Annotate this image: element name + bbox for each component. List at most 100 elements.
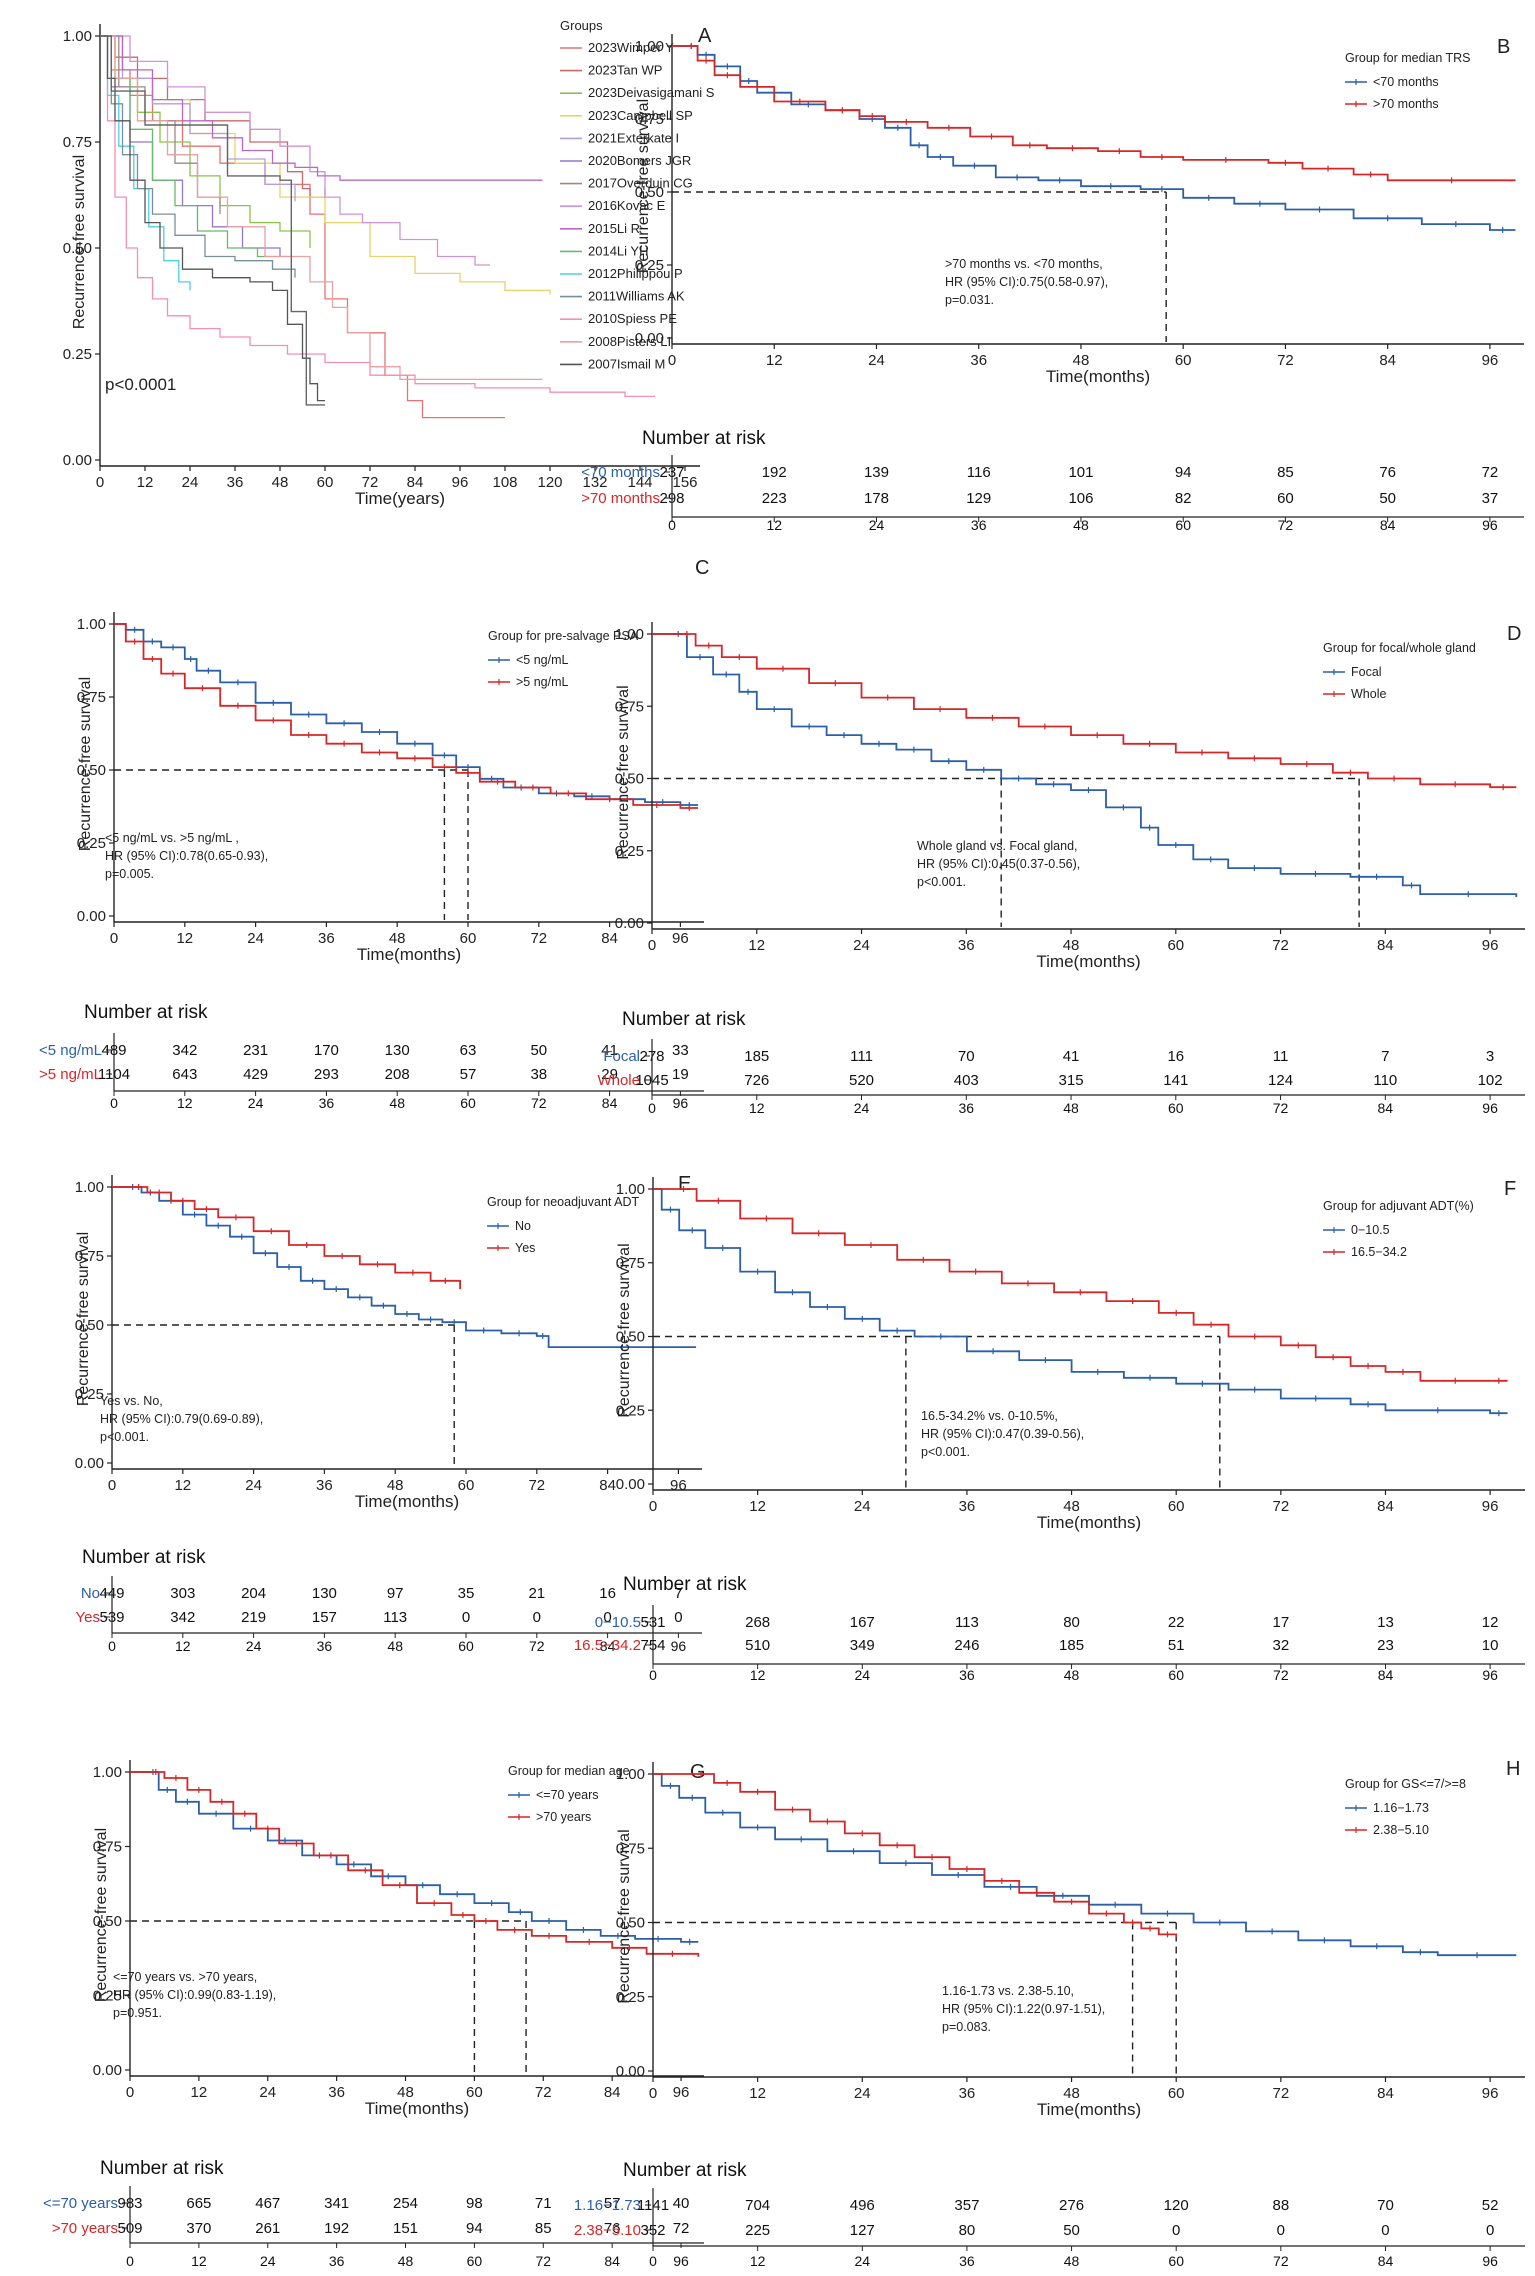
x-tick-label: 24 <box>182 474 199 491</box>
risk-value: 102 <box>1478 1072 1503 1089</box>
survival-curve--5-ng-ml <box>114 623 699 809</box>
survival-curve-whole <box>652 633 1517 789</box>
risk-table-tick-label: 60 <box>458 1638 474 1654</box>
risk-table-tick-label: 96 <box>673 1095 689 1111</box>
y-axis-label: Recurrence-free survival <box>77 677 94 851</box>
risk-value: 254 <box>393 2195 418 2212</box>
x-tick-label: 72 <box>362 474 379 491</box>
risk-table-tick-label: 0 <box>649 2253 657 2269</box>
panel-letter: E <box>678 1173 691 1195</box>
survival-curve-2010spiess-pe <box>100 35 655 398</box>
risk-value: 225 <box>745 2222 770 2239</box>
legend-label: No <box>515 1219 531 1233</box>
panel-e: 0.00 0.25 0.50 0.75 1.00 0 12 24 36 48 60 72 84 96 Tim… <box>75 1173 702 1654</box>
risk-table-tick-label: 84 <box>600 1638 616 1654</box>
hr-annotation-line: HR (95% CI):1.22(0.97-1.51), <box>942 2002 1105 2016</box>
risk-value: 16 <box>1167 1048 1184 1065</box>
risk-value: 60 <box>1277 490 1294 507</box>
risk-table-tick-label: 48 <box>398 2253 414 2269</box>
legend-label: 2012Philippou P <box>588 266 683 281</box>
x-tick-label: 0 <box>648 937 656 954</box>
x-axis-label: Time(months) <box>1046 367 1150 386</box>
risk-value: 38 <box>530 1066 547 1083</box>
risk-table-tick-label: 48 <box>1073 517 1089 533</box>
y-tick-label: 0.75 <box>616 1255 645 1272</box>
x-axis-label: Time(months) <box>1037 1513 1141 1532</box>
risk-table-tick-label: 24 <box>869 517 885 533</box>
risk-value: 113 <box>955 1614 979 1631</box>
legend-label: 2023Campbell SP <box>588 108 693 123</box>
panel-h: 0.00 0.25 0.50 0.75 1.00 0 12 24 36 48 60 72 84 96 Tim… <box>574 1758 1525 2269</box>
risk-value: 71 <box>535 2195 552 2212</box>
legend-label: 0−10.5 <box>1351 1223 1390 1237</box>
risk-value: 342 <box>172 1042 197 1059</box>
risk-value: 52 <box>1482 2197 1499 2214</box>
risk-row-label: >70 years <box>52 2220 118 2237</box>
risk-table-tick-label: 84 <box>1378 1100 1394 1116</box>
risk-value: 268 <box>745 1614 770 1631</box>
x-tick-label: 132 <box>582 474 607 491</box>
legend-title: Group for median age <box>508 1764 630 1778</box>
x-tick-label: 36 <box>316 1477 333 1494</box>
hr-annotation-line: <5 ng/mL vs. >5 ng/mL , <box>105 831 239 845</box>
x-tick-label: 48 <box>389 930 406 947</box>
x-tick-label: 36 <box>959 1498 976 1515</box>
risk-value: 72 <box>673 2220 690 2237</box>
y-tick-label: 0.50 <box>635 184 664 201</box>
y-tick-label: 0.00 <box>93 2062 122 2079</box>
panel-d: 0.00 0.25 0.50 0.75 1.00 0 12 24 36 48 60 72 84 96 Tim… <box>597 622 1525 1116</box>
risk-table-tick-label: 0 <box>649 1667 657 1683</box>
risk-table-tick-label: 0 <box>108 1638 116 1654</box>
risk-row-label: 16.5−34.2 <box>574 1637 641 1654</box>
hr-annotation: Yes vs. No, HR (95% CI):0.79(0.69-0.89), p… <box>100 1394 263 1444</box>
risk-value: 113 <box>383 1609 407 1626</box>
risk-table-title: Number at risk <box>100 2158 224 2179</box>
risk-table-tick-label: 60 <box>467 2253 483 2269</box>
legend-label: 2.38−5.10 <box>1373 1823 1429 1837</box>
risk-table-tick-label: 72 <box>1273 1667 1289 1683</box>
x-tick-label: 24 <box>853 937 870 954</box>
risk-table-tick-label: 36 <box>958 1100 974 1116</box>
panel-letter: H <box>1506 1758 1520 1780</box>
hr-annotation-line: p<0.001. <box>917 875 966 889</box>
risk-value: 0 <box>1172 2222 1180 2239</box>
x-tick-label: 24 <box>854 2085 871 2102</box>
risk-value: 0 <box>603 1609 611 1626</box>
legend-label: >5 ng/mL <box>516 675 569 689</box>
legend-label: 16.5−34.2 <box>1351 1245 1407 1259</box>
x-tick-label: 12 <box>749 1498 766 1515</box>
survival-curve-focal <box>652 633 1518 897</box>
hr-annotation-line: HR (95% CI):0.75(0.58-0.97), <box>945 275 1108 289</box>
risk-value: 704 <box>745 2197 770 2214</box>
x-tick-label: 84 <box>407 474 424 491</box>
risk-value: 157 <box>312 1609 337 1626</box>
risk-table-tick-label: 12 <box>175 1638 191 1654</box>
x-axis-label: Time(months) <box>357 945 461 964</box>
legend-label: Yes <box>515 1241 535 1255</box>
panel-letter: F <box>1504 1178 1516 1200</box>
y-axis-label: Recurrence-free survival <box>635 99 652 273</box>
risk-value: 185 <box>1059 1637 1084 1654</box>
risk-table-tick-label: 96 <box>1482 517 1498 533</box>
x-tick-label: 72 <box>530 930 547 947</box>
legend-label: >70 years <box>536 1810 591 1824</box>
panel-g: 0.00 0.25 0.50 0.75 1.00 0 12 24 36 48 60 72 84 96 Tim… <box>43 1760 706 2269</box>
risk-value: 17 <box>1272 1614 1289 1631</box>
risk-value: 57 <box>604 2195 621 2212</box>
risk-table-tick-label: 12 <box>750 1667 766 1683</box>
legend-label: 2016Kovac E <box>588 198 666 213</box>
legend-label: Focal <box>1351 665 1382 679</box>
risk-table-tick-label: 24 <box>854 1100 870 1116</box>
risk-value: 120 <box>1164 2197 1189 2214</box>
x-tick-label: 156 <box>672 474 697 491</box>
y-tick-label: 0.75 <box>75 1248 104 1265</box>
legend-label: 2010Spiess PE <box>588 311 677 326</box>
risk-table-tick-label: 60 <box>1168 2253 1184 2269</box>
x-tick-label: 60 <box>1168 2085 1185 2102</box>
legend: Group for GS<=7/>=8 1.16−1.73 2.38−5.10 <box>1345 1777 1466 1837</box>
y-tick-label: 0.00 <box>615 915 644 932</box>
risk-row-label: >5 ng/mL <box>39 1066 102 1083</box>
legend: Group for median age <=70 years >70 years <box>508 1764 630 1824</box>
risk-table-tick-label: 0 <box>648 1100 656 1116</box>
risk-value: 130 <box>312 1585 337 1602</box>
